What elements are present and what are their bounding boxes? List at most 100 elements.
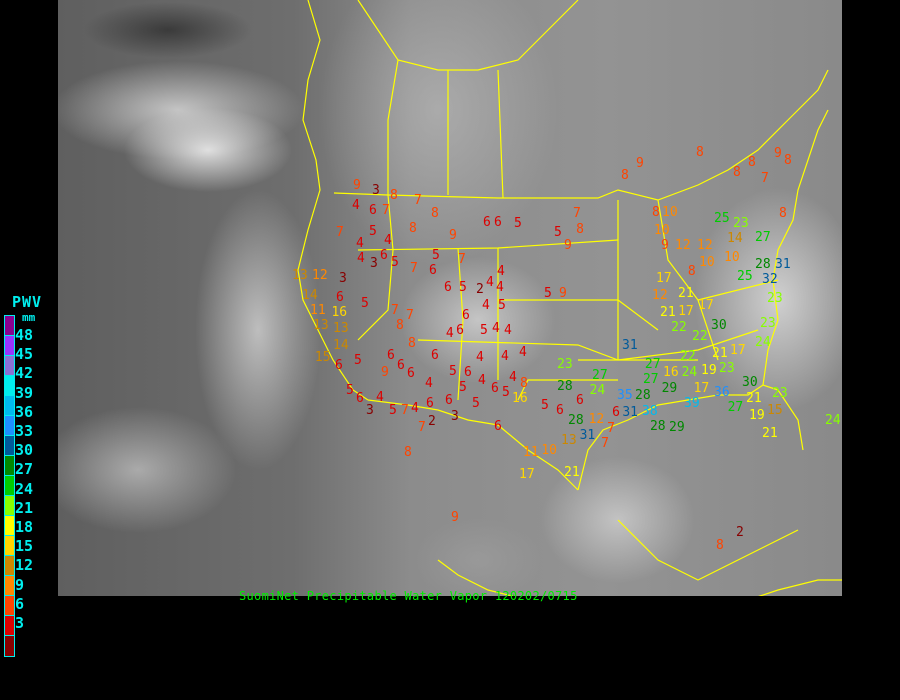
station-pwv-value: 23 <box>760 315 776 331</box>
legend-swatch <box>5 396 14 416</box>
station-pwv-value: 28 <box>649 419 666 435</box>
legend-swatch <box>5 536 14 556</box>
legend-tick-label: 21 <box>15 498 34 517</box>
station-pwv-value: 5 <box>498 297 506 313</box>
border-line <box>697 279 779 301</box>
station-pwv-value: 35 <box>617 387 633 403</box>
legend-unit: mm <box>22 311 36 324</box>
station-pwv-value: 6 <box>429 262 437 278</box>
station-pwv-value: 28 <box>755 256 771 272</box>
station-pwv-value: 30 <box>711 317 727 333</box>
station-pwv-value: 28 <box>568 412 584 428</box>
border-line <box>498 299 659 331</box>
station-pwv-value: 29 <box>661 381 678 397</box>
station-pwv-value: 27 <box>592 367 608 383</box>
border-line <box>387 59 399 195</box>
station-pwv-value: 39 <box>684 396 700 412</box>
station-pwv-value: 5 <box>554 224 562 240</box>
border-line <box>417 329 759 361</box>
station-pwv-value: 9 <box>449 227 457 243</box>
station-pwv-value: 6 <box>556 402 564 418</box>
station-pwv-value: 38 <box>642 403 658 419</box>
station-pwv-value: 6 <box>456 322 464 338</box>
map-caption: SuomiNet Precipitable Water Vapor 120202… <box>239 589 578 603</box>
station-pwv-value: 4 <box>486 274 494 290</box>
station-pwv-value: 5 <box>514 215 522 231</box>
station-pwv-value: 30 <box>742 374 758 390</box>
border-line <box>357 239 619 251</box>
station-pwv-value: 27 <box>727 399 744 415</box>
station-pwv-value: 7 <box>601 436 609 452</box>
legend-tick-label: 27 <box>15 460 34 479</box>
station-pwv-value: 6 <box>356 390 364 406</box>
station-pwv-value: 17 <box>656 270 672 286</box>
legend-swatch <box>5 376 14 396</box>
station-pwv-value: 12 <box>652 287 668 303</box>
station-pwv-value: 8 <box>396 317 404 333</box>
station-pwv-value: 8 <box>621 167 629 183</box>
border-line <box>367 399 579 491</box>
station-pwv-value: 9 <box>636 155 644 171</box>
legend-tick-label: 30 <box>15 441 34 460</box>
legend-swatch <box>5 336 14 356</box>
station-pwv-value: 25 <box>714 210 730 226</box>
station-pwv-value: 3 <box>339 270 347 286</box>
station-pwv-value: 2 <box>736 524 744 540</box>
station-pwv-value: 4 <box>425 375 433 391</box>
station-pwv-value: 19 <box>749 407 765 423</box>
station-pwv-value: 36 <box>714 384 730 400</box>
station-pwv-value: 5 <box>391 254 399 270</box>
station-pwv-value: 15 <box>314 349 331 365</box>
station-pwv-value: 9 <box>661 238 669 254</box>
station-pwv-value: 24 <box>825 412 841 428</box>
legend-swatch <box>5 356 14 376</box>
station-pwv-value: 11 <box>310 302 326 318</box>
station-pwv-value: 6 <box>483 214 491 230</box>
station-pwv-value: 8 <box>696 144 704 160</box>
station-pwv-value: 8 <box>408 335 416 351</box>
station-pwv-value: 31 <box>622 337 638 353</box>
station-pwv-value: 2 <box>428 413 436 429</box>
station-pwv-value: 27 <box>644 356 661 372</box>
station-pwv-value: 2 <box>476 281 484 297</box>
station-pwv-value: 23 <box>772 385 788 401</box>
station-pwv-value: 27 <box>755 229 771 245</box>
station-pwv-value: 4 <box>411 400 419 416</box>
station-pwv-value: 25 <box>737 268 753 284</box>
station-pwv-value: 22 <box>671 319 687 335</box>
legend-tick-label: 36 <box>15 402 34 421</box>
station-pwv-value: 17 <box>730 342 746 358</box>
station-pwv-value: 7 <box>414 192 422 208</box>
station-pwv-value: 13 <box>292 267 308 283</box>
station-pwv-value: 8 <box>576 221 584 237</box>
station-pwv-value: 4 <box>501 348 509 364</box>
station-pwv-value: 5 <box>361 295 369 311</box>
station-pwv-value: 4 <box>482 297 490 313</box>
legend-swatch <box>5 556 14 576</box>
station-pwv-value: 23 <box>557 356 573 372</box>
station-pwv-value: 5 <box>389 402 397 418</box>
station-pwv-value: 9 <box>564 237 572 253</box>
legend-tick-label: 3 <box>15 614 25 632</box>
border-line <box>297 0 369 401</box>
station-pwv-value: 21 <box>712 345 728 361</box>
station-pwv-value: 6 <box>464 364 472 380</box>
legend-tick-label: 42 <box>15 364 34 383</box>
station-pwv-value: 24 <box>681 364 698 380</box>
station-pwv-value: 24 <box>755 334 771 350</box>
station-pwv-value: 9 <box>559 285 567 301</box>
legend-tick-label: 33 <box>15 422 34 440</box>
station-pwv-value: 9 <box>451 509 459 525</box>
station-pwv-value: 9 <box>774 145 782 161</box>
legend-tick-label: 6 <box>15 594 25 613</box>
station-pwv-value: 4 <box>384 232 392 248</box>
station-pwv-value: 6 <box>397 357 405 373</box>
station-pwv-value: 31 <box>622 404 639 420</box>
station-pwv-value: 12 <box>675 237 691 253</box>
station-pwv-value: 8 <box>716 537 724 553</box>
legend-swatch <box>5 416 14 436</box>
station-pwv-value: 3 <box>370 255 378 271</box>
station-pwv-value: 4 <box>497 263 505 279</box>
station-pwv-value: 5 <box>472 395 480 411</box>
station-pwv-value: 21 <box>746 390 762 406</box>
